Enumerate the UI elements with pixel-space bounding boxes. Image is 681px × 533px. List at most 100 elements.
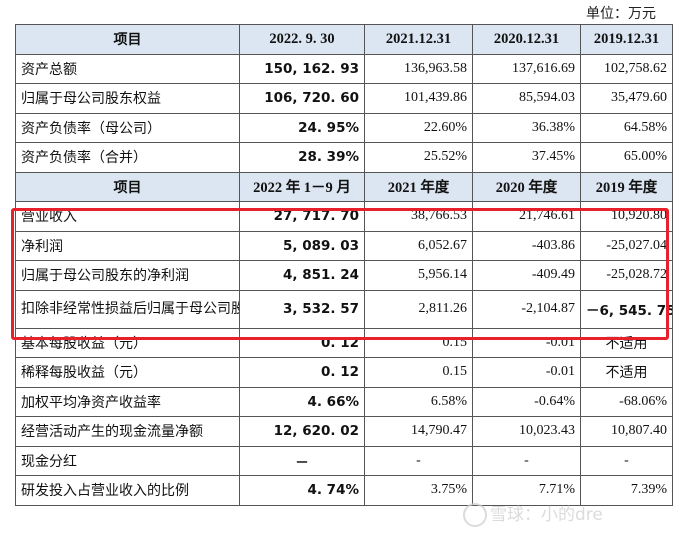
- value-cell: -409.49: [472, 260, 581, 291]
- value-cell: 4. 74%: [239, 475, 365, 506]
- table-row: 现金分红 － - - -: [15, 445, 673, 476]
- row-label: 资产负债率（合并）: [15, 142, 240, 173]
- header-cell: 2021 年度: [364, 171, 473, 202]
- row-label: 归属于母公司股东权益: [15, 83, 240, 114]
- table-row: 资产总额 150, 162. 93 136,963.58 137,616.69 …: [15, 53, 673, 84]
- value-cell: 7.71%: [472, 475, 581, 506]
- header-cell: 2020.12.31: [472, 24, 581, 55]
- value-cell: 2,811.26: [364, 289, 473, 329]
- row-label: 归属于母公司股东的净利润: [15, 260, 240, 291]
- value-cell: 35,479.60: [580, 83, 673, 114]
- value-cell: 65.00%: [580, 142, 673, 173]
- value-cell: 64.58%: [580, 112, 673, 143]
- value-cell: 22.60%: [364, 112, 473, 143]
- row-label: 经营活动产生的现金流量净额: [15, 416, 240, 447]
- snowball-logo-icon: [463, 503, 487, 527]
- value-cell: 37.45%: [472, 142, 581, 173]
- header-cell: 2022. 9. 30: [239, 24, 365, 55]
- value-cell: 10,023.43: [472, 416, 581, 447]
- value-cell: 0. 12: [239, 357, 365, 388]
- table-row: 净利润 5, 089. 03 6,052.67 -403.86 -25,027.…: [15, 230, 673, 261]
- value-cell: 4. 66%: [239, 386, 365, 417]
- value-cell: 6.58%: [364, 386, 473, 417]
- table-row: 扣除非经常性损益后归属于母公司股东的净利润 3, 532. 57 2,811.2…: [15, 289, 673, 329]
- value-cell: 24. 95%: [239, 112, 365, 143]
- value-cell: 101,439.86: [364, 83, 473, 114]
- value-cell: -0.64%: [472, 386, 581, 417]
- header-cell: 2021.12.31: [364, 24, 473, 55]
- value-cell: 36.38%: [472, 112, 581, 143]
- row-label: 营业收入: [15, 201, 240, 232]
- value-cell: 150, 162. 93: [239, 53, 365, 84]
- table-row: 资产负债率（母公司） 24. 95% 22.60% 36.38% 64.58%: [15, 112, 673, 143]
- financial-table: 项目 2022. 9. 30 2021.12.31 2020.12.31 201…: [15, 24, 673, 506]
- value-cell: 137,616.69: [472, 53, 581, 84]
- value-cell: 85,594.03: [472, 83, 581, 114]
- value-cell: 4, 851. 24: [239, 260, 365, 291]
- table-row: 归属于母公司股东的净利润 4, 851. 24 5,956.14 -409.49…: [15, 260, 673, 291]
- value-cell: 102,758.62: [580, 53, 673, 84]
- value-cell: 5, 089. 03: [239, 230, 365, 261]
- value-cell: 3.75%: [364, 475, 473, 506]
- value-cell: 不适用: [580, 327, 673, 358]
- table-row: 归属于母公司股东权益 106, 720. 60 101,439.86 85,59…: [15, 83, 673, 114]
- watermark: 雪球：小的dre: [463, 500, 603, 527]
- row-label: 净利润: [15, 230, 240, 261]
- value-cell: 5,956.14: [364, 260, 473, 291]
- table-row: 经营活动产生的现金流量净额 12, 620. 02 14,790.47 10,0…: [15, 416, 673, 447]
- table-row: 营业收入 27, 717. 70 38,766.53 21,746.61 10,…: [15, 201, 673, 232]
- header-cell: 2019.12.31: [580, 24, 673, 55]
- value-cell: -: [580, 445, 673, 476]
- table-header-row: 项目 2022. 9. 30 2021.12.31 2020.12.31 201…: [15, 24, 673, 55]
- row-label: 基本每股收益（元）: [15, 327, 240, 358]
- header-cell: 2020 年度: [472, 171, 581, 202]
- row-label: 资产总额: [15, 53, 240, 84]
- watermark-text: 雪球：小的dre: [490, 505, 603, 525]
- value-cell: 38,766.53: [364, 201, 473, 232]
- value-cell: 6,052.67: [364, 230, 473, 261]
- value-cell: -2,104.87: [472, 289, 581, 329]
- value-cell: -403.86: [472, 230, 581, 261]
- table-header-row: 项目 2022 年 1－9 月 2021 年度 2020 年度 2019 年度: [15, 171, 673, 202]
- header-cell: 2022 年 1－9 月: [239, 171, 365, 202]
- value-cell: -: [472, 445, 581, 476]
- value-cell: 106, 720. 60: [239, 83, 365, 114]
- unit-label: 单位：万元: [586, 6, 656, 22]
- value-cell: -: [364, 445, 473, 476]
- value-cell: -25,028.72: [580, 260, 673, 291]
- value-cell: 10,807.40: [580, 416, 673, 447]
- value-cell: 14,790.47: [364, 416, 473, 447]
- value-cell: 21,746.61: [472, 201, 581, 232]
- value-cell: 27, 717. 70: [239, 201, 365, 232]
- value-cell: 不适用: [580, 357, 673, 388]
- row-label: 现金分红: [15, 445, 240, 476]
- value-cell: -68.06%: [580, 386, 673, 417]
- row-label: 资产负债率（母公司）: [15, 112, 240, 143]
- value-cell: 10,920.80: [580, 201, 673, 232]
- row-label: 研发投入占营业收入的比例: [15, 475, 240, 506]
- table-row: 稀释每股收益（元） 0. 12 0.15 -0.01 不适用: [15, 357, 673, 388]
- value-cell: -0.01: [472, 327, 581, 358]
- value-cell: －: [239, 445, 365, 476]
- row-label: 扣除非经常性损益后归属于母公司股东的净利润: [15, 289, 240, 329]
- row-label: 加权平均净资产收益率: [15, 386, 240, 417]
- value-cell: －6, 545. 75: [580, 289, 673, 329]
- value-cell: -0.01: [472, 357, 581, 388]
- value-cell: -25,027.04: [580, 230, 673, 261]
- row-label: 稀释每股收益（元）: [15, 357, 240, 388]
- value-cell: 7.39%: [580, 475, 673, 506]
- header-cell: 项目: [15, 24, 240, 55]
- value-cell: 0. 12: [239, 327, 365, 358]
- value-cell: 136,963.58: [364, 53, 473, 84]
- value-cell: 0.15: [364, 357, 473, 388]
- header-cell: 项目: [15, 171, 240, 202]
- table-row: 研发投入占营业收入的比例 4. 74% 3.75% 7.71% 7.39%: [15, 475, 673, 506]
- header-cell: 2019 年度: [580, 171, 673, 202]
- table-row: 资产负债率（合并） 28. 39% 25.52% 37.45% 65.00%: [15, 142, 673, 173]
- value-cell: 28. 39%: [239, 142, 365, 173]
- table-row: 加权平均净资产收益率 4. 66% 6.58% -0.64% -68.06%: [15, 386, 673, 417]
- value-cell: 0.15: [364, 327, 473, 358]
- value-cell: 3, 532. 57: [239, 289, 365, 329]
- value-cell: 12, 620. 02: [239, 416, 365, 447]
- value-cell: 25.52%: [364, 142, 473, 173]
